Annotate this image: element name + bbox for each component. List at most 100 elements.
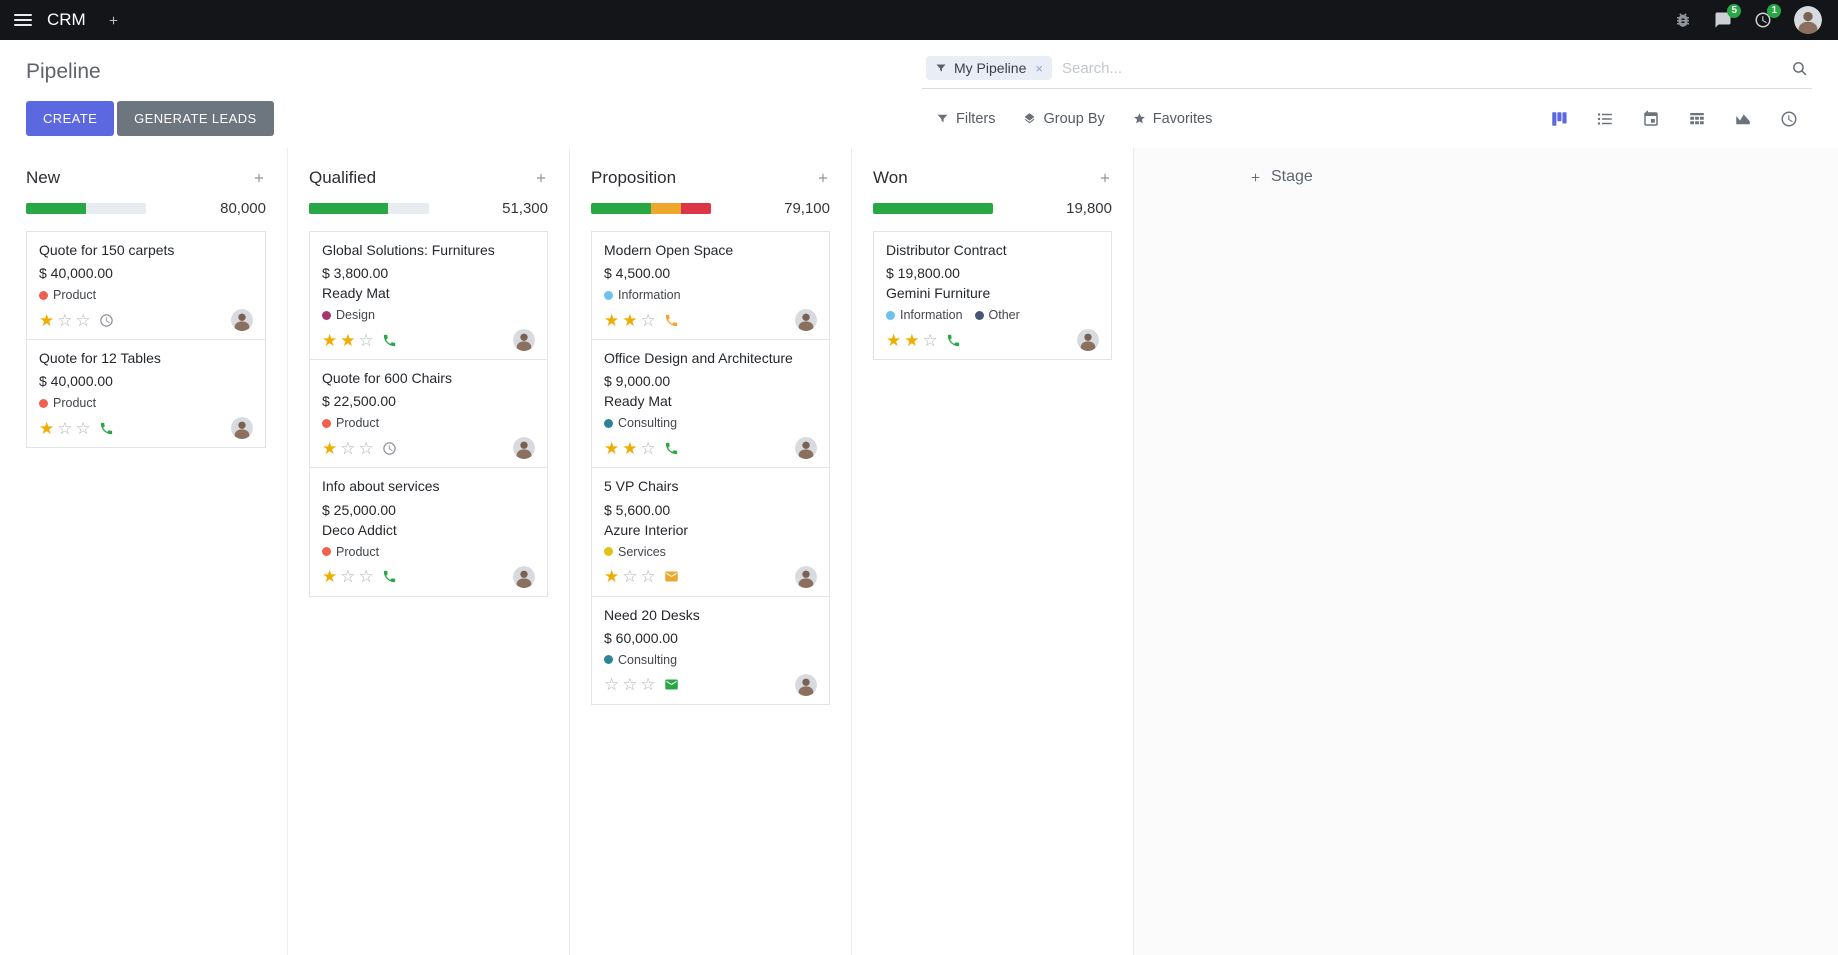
envelope-activity-icon[interactable] (664, 677, 679, 692)
kanban-card[interactable]: Info about services $ 25,000.00 Deco Addic… (309, 467, 548, 597)
priority-stars[interactable]: ★ ☆ ☆ (604, 568, 656, 585)
priority-stars[interactable]: ★ ☆ ☆ (322, 440, 374, 457)
priority-stars[interactable]: ★ ★ ☆ (604, 440, 656, 457)
star-icon-empty[interactable]: ☆ (640, 310, 656, 330)
phone-activity-icon[interactable] (664, 441, 679, 456)
view-switch-kanban[interactable] (1536, 102, 1582, 136)
kanban-card[interactable]: Quote for 12 Tables $ 40,000.00 Product ★ ☆ ☆ (26, 339, 266, 449)
search-input[interactable] (1061, 59, 1781, 77)
star-icon-filled[interactable]: ★ (622, 310, 638, 330)
star-icon-empty[interactable]: ☆ (358, 438, 374, 458)
phone-activity-icon[interactable] (382, 569, 397, 584)
star-icon-empty[interactable]: ☆ (340, 438, 356, 458)
clock-activity-icon[interactable] (382, 441, 397, 456)
star-icon-filled[interactable]: ★ (886, 330, 902, 350)
progress-segment[interactable] (873, 203, 993, 214)
star-icon-filled[interactable]: ★ (904, 330, 920, 350)
star-icon-filled[interactable]: ★ (39, 418, 55, 438)
star-icon-empty[interactable]: ☆ (604, 675, 620, 695)
priority-stars[interactable]: ★ ☆ ☆ (322, 568, 374, 585)
generate-leads-button[interactable]: GENERATE LEADS (117, 101, 274, 136)
view-switch-graph[interactable] (1720, 102, 1766, 136)
priority-stars[interactable]: ★ ☆ ☆ (39, 312, 91, 329)
view-switch-activity[interactable] (1766, 102, 1812, 136)
apps-menu-icon[interactable] (14, 14, 32, 26)
kanban-card[interactable]: Global Solutions: Furnitures $ 3,800.00 Re… (309, 231, 548, 361)
kanban-card[interactable]: Need 20 Desks $ 60,000.00 Consulting ☆ ☆ ☆ (591, 595, 830, 705)
phone-activity-icon[interactable] (99, 421, 114, 436)
view-switch-pivot[interactable] (1674, 102, 1720, 136)
priority-stars[interactable]: ★ ★ ☆ (886, 332, 938, 349)
kanban-card[interactable]: Office Design and Architecture $ 9,000.00… (591, 339, 830, 469)
column-progressbar[interactable] (309, 203, 429, 214)
add-record-icon[interactable] (816, 171, 830, 185)
phone-activity-icon[interactable] (382, 333, 397, 348)
star-icon-filled[interactable]: ★ (604, 567, 620, 587)
add-stage-button[interactable]: Stage (1249, 168, 1838, 186)
debug-bug-icon[interactable] (1674, 11, 1692, 29)
star-icon-filled[interactable]: ★ (604, 310, 620, 330)
activities-icon[interactable]: 1 (1754, 4, 1781, 29)
envelope-activity-icon[interactable] (664, 569, 679, 584)
column-progressbar[interactable] (591, 203, 711, 214)
progress-segment[interactable] (591, 203, 651, 214)
star-icon-empty[interactable]: ☆ (640, 675, 656, 695)
kanban-card[interactable]: Modern Open Space $ 4,500.00 Information ★ ★… (591, 231, 830, 341)
facet-remove-icon[interactable]: × (1035, 60, 1043, 76)
kanban-card[interactable]: Quote for 150 carpets $ 40,000.00 Product ★… (26, 231, 266, 341)
star-icon-empty[interactable]: ☆ (340, 567, 356, 587)
star-icon-filled[interactable]: ★ (322, 438, 338, 458)
star-icon-filled[interactable]: ★ (39, 310, 55, 330)
phone-activity-icon[interactable] (946, 333, 961, 348)
star-icon-empty[interactable]: ☆ (75, 310, 91, 330)
star-icon-empty[interactable]: ☆ (622, 567, 638, 587)
star-icon-empty[interactable]: ☆ (358, 567, 374, 587)
view-switch-list[interactable] (1582, 102, 1628, 136)
messages-icon[interactable]: 5 (1714, 4, 1741, 29)
phone-activity-icon[interactable] (664, 313, 679, 328)
progress-segment[interactable] (681, 203, 711, 214)
star-icon-empty[interactable]: ☆ (640, 567, 656, 587)
star-icon-empty[interactable]: ☆ (75, 418, 91, 438)
column-progressbar[interactable] (873, 203, 993, 214)
add-record-icon[interactable] (1098, 171, 1112, 185)
star-icon-empty[interactable]: ☆ (57, 418, 73, 438)
column-progressbar[interactable] (26, 203, 146, 214)
kanban-card[interactable]: Distributor Contract $ 19,800.00 Gemini Fu… (873, 231, 1112, 361)
progress-segment[interactable] (651, 203, 681, 214)
search-facet[interactable]: My Pipeline × (926, 56, 1052, 80)
add-record-icon[interactable] (534, 171, 548, 185)
star-icon-empty[interactable]: ☆ (922, 330, 938, 350)
priority-stars[interactable]: ☆ ☆ ☆ (604, 676, 656, 693)
star-icon-empty[interactable]: ☆ (57, 310, 73, 330)
kanban-card[interactable]: 5 VP Chairs $ 5,600.00 Azure Interior Servi… (591, 467, 830, 597)
star-icon-filled[interactable]: ★ (322, 567, 338, 587)
activities-badge: 1 (1767, 4, 1781, 18)
star-icon-empty[interactable]: ☆ (358, 330, 374, 350)
add-record-icon[interactable] (252, 171, 266, 185)
progress-segment[interactable] (309, 203, 389, 214)
search-bar[interactable]: My Pipeline × (922, 54, 1812, 89)
star-icon-filled[interactable]: ★ (322, 330, 338, 350)
view-switch-calendar[interactable] (1628, 102, 1674, 136)
priority-stars[interactable]: ★ ★ ☆ (604, 312, 656, 329)
group-by-button[interactable]: Group By (1009, 103, 1118, 135)
clock-activity-icon[interactable] (99, 313, 114, 328)
user-avatar[interactable] (1794, 6, 1822, 34)
add-stage-column[interactable]: Stage (1133, 148, 1838, 955)
favorites-button[interactable]: Favorites (1119, 103, 1227, 135)
priority-stars[interactable]: ★ ★ ☆ (322, 332, 374, 349)
search-icon[interactable] (1791, 60, 1808, 77)
create-button[interactable]: CREATE (26, 101, 115, 136)
star-icon-empty[interactable]: ☆ (622, 675, 638, 695)
star-icon-filled[interactable]: ★ (340, 330, 356, 350)
priority-stars[interactable]: ★ ☆ ☆ (39, 420, 91, 437)
star-icon-filled[interactable]: ★ (622, 438, 638, 458)
filters-button[interactable]: Filters (922, 103, 1009, 135)
kanban-card[interactable]: Quote for 600 Chairs $ 22,500.00 Product ★ ☆… (309, 359, 548, 469)
progress-segment[interactable] (26, 203, 86, 214)
star-icon-empty[interactable]: ☆ (640, 438, 656, 458)
plus-icon[interactable] (107, 14, 120, 27)
star-icon-filled[interactable]: ★ (604, 438, 620, 458)
app-name[interactable]: CRM (47, 10, 86, 29)
